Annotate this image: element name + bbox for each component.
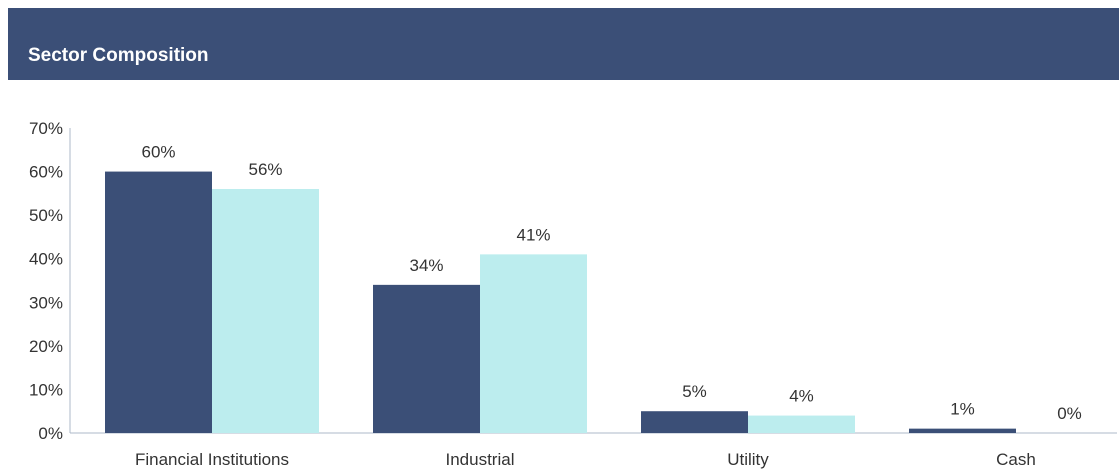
x-tick-label: Financial Institutions bbox=[135, 450, 289, 469]
data-label: 41% bbox=[516, 225, 550, 244]
y-tick-label: 10% bbox=[29, 380, 63, 399]
bar-series-2 bbox=[748, 415, 855, 433]
bar-series-2 bbox=[480, 254, 587, 433]
chart-title: Sector Composition bbox=[28, 45, 209, 66]
x-tick-label: Industrial bbox=[446, 450, 515, 469]
data-label: 60% bbox=[141, 143, 175, 162]
bar-series-1 bbox=[105, 171, 212, 434]
x-tick-label: Cash bbox=[996, 450, 1036, 469]
header-bar: Sector Composition bbox=[8, 8, 1119, 80]
y-tick-label: 70% bbox=[29, 119, 63, 138]
data-label: 34% bbox=[409, 256, 443, 275]
y-tick-label: 0% bbox=[38, 424, 63, 443]
y-tick-label: 30% bbox=[29, 293, 63, 312]
data-label: 56% bbox=[248, 160, 282, 179]
data-label: 1% bbox=[950, 400, 975, 419]
x-tick-label: Utility bbox=[727, 450, 769, 469]
data-label: 4% bbox=[789, 387, 814, 406]
y-tick-label: 50% bbox=[29, 206, 63, 225]
y-tick-label: 20% bbox=[29, 337, 63, 356]
y-tick-label: 40% bbox=[29, 250, 63, 269]
bar-series-1 bbox=[909, 428, 1016, 433]
bar-series-1 bbox=[373, 284, 480, 433]
bar-series-2 bbox=[212, 189, 319, 433]
bar-series-1 bbox=[641, 411, 748, 433]
y-tick-label: 60% bbox=[29, 163, 63, 182]
data-label: 0% bbox=[1057, 404, 1082, 423]
data-label: 5% bbox=[682, 382, 707, 401]
